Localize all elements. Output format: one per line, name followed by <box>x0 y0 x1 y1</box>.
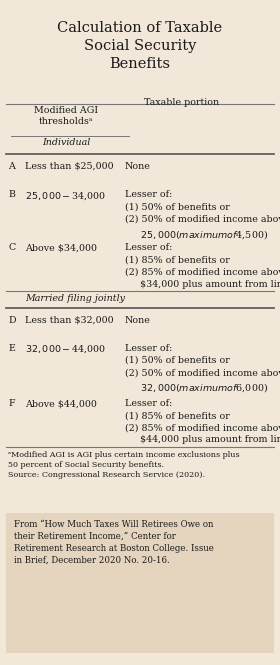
Text: Above $34,000: Above $34,000 <box>25 243 97 253</box>
Text: Above $44,000: Above $44,000 <box>25 399 97 408</box>
Text: None: None <box>125 316 150 325</box>
Text: ᵃModified AGI is AGI plus certain income exclusions plus
50 percent of Social Se: ᵃModified AGI is AGI plus certain income… <box>8 451 240 479</box>
Text: Lesser of:
(1) 50% of benefits or
(2) 50% of modified income above
     $32,000 : Lesser of: (1) 50% of benefits or (2) 50… <box>125 344 280 394</box>
Text: Taxable portion: Taxable portion <box>144 98 220 108</box>
Text: Lesser of:
(1) 85% of benefits or
(2) 85% of modified income above
     $34,000 : Lesser of: (1) 85% of benefits or (2) 85… <box>125 243 280 289</box>
Text: E: E <box>8 344 15 353</box>
Text: $32,000-$44,000: $32,000-$44,000 <box>25 344 106 356</box>
Text: Less than $25,000: Less than $25,000 <box>25 162 114 171</box>
Text: C: C <box>8 243 16 253</box>
Text: Modified AGI
thresholdsᵃ: Modified AGI thresholdsᵃ <box>34 106 98 126</box>
Text: Married filing jointly: Married filing jointly <box>25 294 125 303</box>
Text: F: F <box>8 399 15 408</box>
FancyBboxPatch shape <box>6 513 274 653</box>
Text: D: D <box>8 316 16 325</box>
Text: Lesser of:
(1) 85% of benefits or
(2) 85% of modified income above
     $44,000 : Lesser of: (1) 85% of benefits or (2) 85… <box>125 399 280 444</box>
Text: None: None <box>125 162 150 171</box>
Text: Lesser of:
(1) 50% of benefits or
(2) 50% of modified income above
     $25,000 : Lesser of: (1) 50% of benefits or (2) 50… <box>125 190 280 241</box>
Text: Less than $32,000: Less than $32,000 <box>25 316 114 325</box>
Text: $25,000-$34,000: $25,000-$34,000 <box>25 190 106 202</box>
Text: From “How Much Taxes Will Retirees Owe on
their Retirement Income,” Center for
R: From “How Much Taxes Will Retirees Owe o… <box>14 520 214 565</box>
Text: A: A <box>8 162 15 171</box>
Text: B: B <box>8 190 15 200</box>
Text: Calculation of Taxable
Social Security
Benefits: Calculation of Taxable Social Security B… <box>57 21 223 71</box>
Text: Individual: Individual <box>42 138 90 148</box>
